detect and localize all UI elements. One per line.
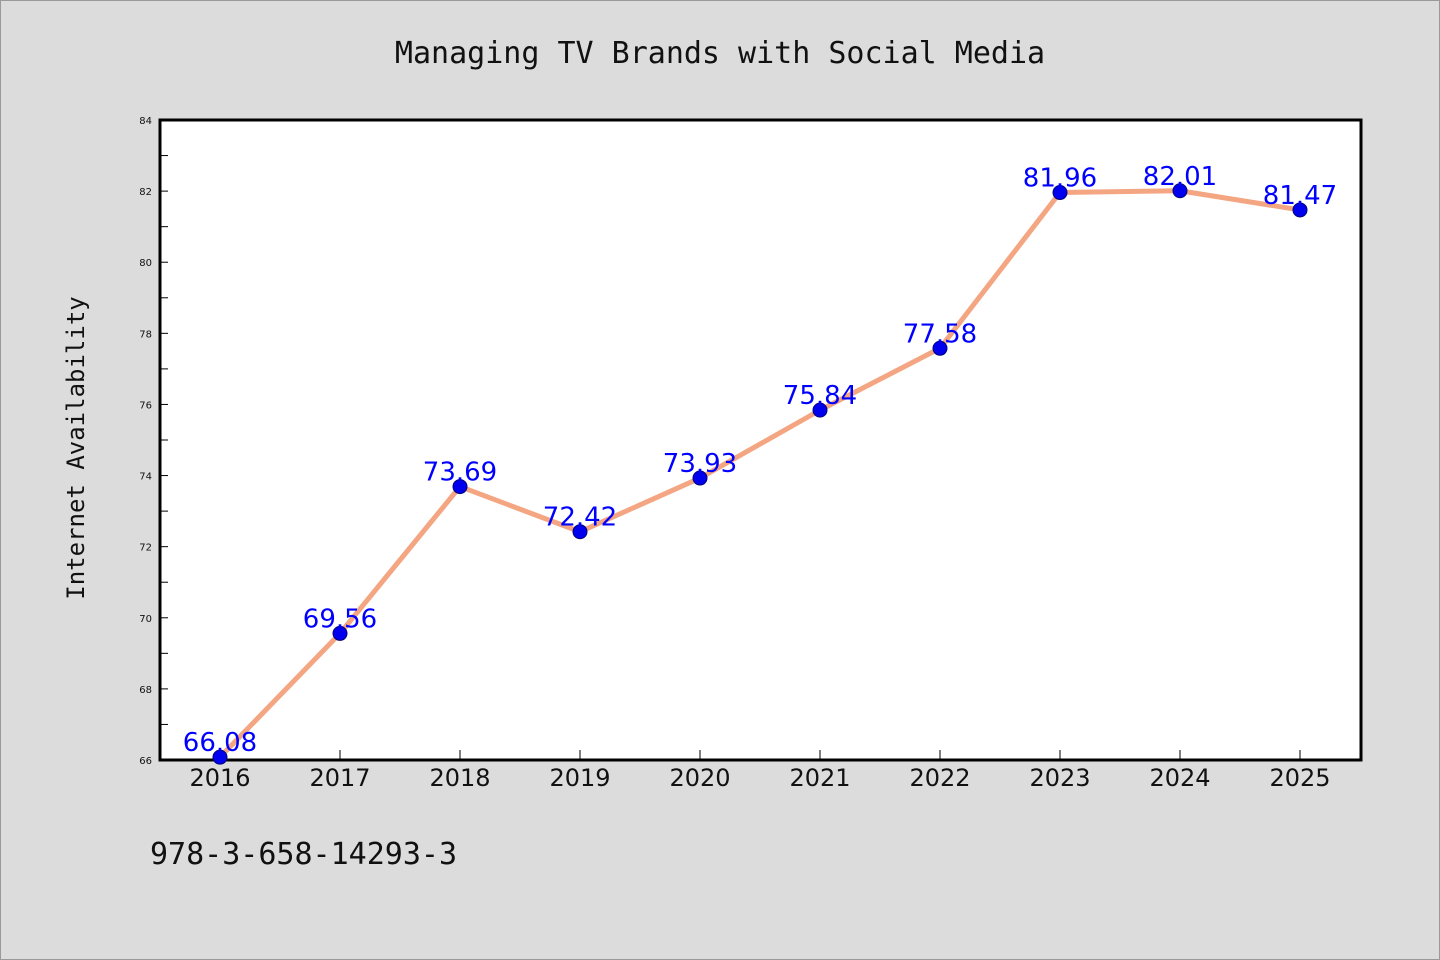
data-label: 66.08 — [183, 728, 257, 758]
data-point — [692, 470, 708, 486]
y-tick-label: 74 — [139, 472, 152, 483]
data-point — [812, 402, 828, 418]
chart-title: Managing TV Brands with Social Media — [395, 36, 1045, 71]
data-point — [212, 749, 228, 765]
x-tick-label: 2022 — [909, 764, 970, 792]
data-markers — [212, 183, 1308, 765]
data-label: 69.56 — [303, 604, 377, 634]
x-tick-label: 2021 — [789, 764, 850, 792]
x-tick-label: 2019 — [549, 764, 610, 792]
data-point — [332, 625, 348, 641]
data-point — [1292, 202, 1308, 218]
y-axis-label: Internet Availability — [62, 296, 90, 599]
data-point — [452, 479, 468, 495]
x-tick-label: 2024 — [1149, 764, 1210, 792]
series-line — [218, 188, 1301, 759]
y-tick-label: 66 — [139, 756, 152, 767]
data-point — [1052, 185, 1068, 201]
y-tick-label: 76 — [139, 400, 152, 411]
x-axis-ticks: 2016 2017 2018 2019 2020 2021 2022 2023 2024 2025 — [189, 750, 1331, 792]
y-tick-label: 78 — [139, 329, 152, 340]
y-tick-label: 68 — [139, 685, 152, 696]
data-point — [1172, 183, 1188, 199]
data-label: 75.84 — [783, 381, 857, 411]
x-tick-label: 2020 — [669, 764, 730, 792]
x-tick-label: 2018 — [429, 764, 490, 792]
plot-area — [158, 118, 1363, 762]
x-tick-label: 2025 — [1269, 764, 1330, 792]
data-label: 73.69 — [423, 458, 497, 488]
y-axis-ticks: 66 68 70 72 74 76 78 80 82 84 — [139, 116, 168, 767]
y-tick-label: 84 — [139, 116, 152, 127]
data-label: 81.47 — [1263, 181, 1337, 211]
data-label: 81.96 — [1023, 164, 1097, 194]
x-tick-label: 2016 — [189, 764, 250, 792]
data-point — [932, 340, 948, 356]
isbn-footer: 978-3-658-14293-3 — [150, 837, 457, 872]
data-label: 77.58 — [903, 319, 977, 349]
data-label: 82.01 — [1143, 162, 1217, 192]
data-label: 72.42 — [543, 503, 617, 533]
y-tick-label: 80 — [139, 258, 152, 269]
data-point — [572, 524, 588, 540]
x-tick-label: 2017 — [309, 764, 370, 792]
y-tick-label: 72 — [139, 543, 152, 554]
x-tick-label: 2023 — [1029, 764, 1090, 792]
data-labels: 66.08 69.56 73.69 72.42 73.93 75.84 77.58 81.96… — [183, 162, 1337, 758]
y-tick-label: 82 — [139, 187, 152, 198]
y-tick-label: 70 — [139, 614, 152, 625]
data-label: 73.93 — [663, 449, 737, 479]
